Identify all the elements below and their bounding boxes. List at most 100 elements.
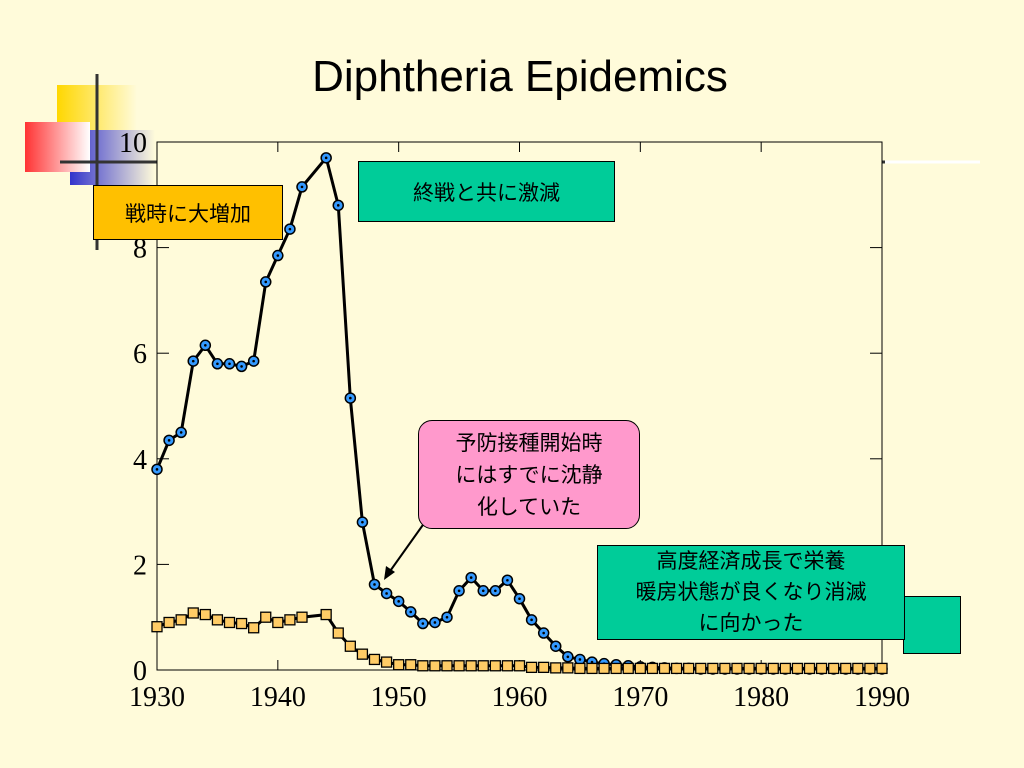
series-1-point-dot: [361, 520, 364, 524]
x-tick-label: 1940: [250, 682, 306, 713]
series-2-point: [477, 660, 489, 672]
x-tick-label: 1930: [129, 682, 185, 713]
series-2-point: [755, 662, 767, 675]
series-1-point-dot: [518, 597, 521, 601]
series-2-point: [417, 660, 429, 672]
series-2-point: [296, 611, 308, 623]
series-2-point: [380, 656, 393, 668]
series-2-point: [272, 616, 284, 629]
series-2-point: [501, 660, 514, 672]
series-2-point: [562, 662, 574, 674]
series-2-point: [284, 614, 296, 626]
series-2-point: [840, 662, 852, 675]
series-2-point: [574, 662, 586, 675]
series-1-point-dot: [445, 615, 449, 619]
callout-arrow: [384, 521, 426, 580]
series-1-point-dot: [288, 227, 292, 231]
series-2-point: [211, 614, 224, 626]
series-1-point-dot: [457, 589, 461, 593]
series-1-point-dot: [240, 365, 243, 368]
chart-axes: 1930 1940 1950 1960 1970 1980 1990 0 2 4 6 8 10: [119, 128, 910, 713]
series-2-point: [731, 662, 743, 675]
y-tick-label: 10: [119, 128, 147, 159]
series-1-point-dot: [542, 631, 545, 635]
series-2-point: [852, 662, 864, 675]
y-tick-label: 8: [133, 234, 147, 265]
series-2-point: [199, 608, 211, 621]
series-1-point-dot: [228, 362, 231, 366]
series-1-point-dot: [421, 622, 425, 625]
series-2-point: [260, 611, 272, 623]
series-2-point: [489, 660, 501, 672]
series-2-point: [441, 660, 453, 672]
page-title: Diphtheria Epidemics: [312, 52, 728, 101]
series-2-point: [670, 662, 683, 675]
series-2-point: [634, 662, 646, 675]
series-2-point: [779, 662, 791, 675]
series-2-point: [248, 622, 260, 634]
deco-red-square: [25, 122, 90, 172]
series-2-point: [187, 607, 199, 619]
callout-vaccination-line-1: 予防接種開始時: [455, 430, 603, 455]
series-1-point-dot: [324, 156, 328, 160]
x-tick-label: 1980: [733, 682, 789, 713]
series-2-point: [393, 659, 405, 671]
x-tick-label: 1970: [612, 682, 668, 713]
series-1-point-dot: [276, 254, 280, 257]
series-2-point: [598, 662, 610, 675]
series-1-point-dot: [469, 576, 473, 579]
series-1-point-dot: [336, 204, 340, 207]
callout-growth-tab: [903, 596, 961, 654]
series-2-point: [356, 648, 369, 660]
series-2-point: [815, 662, 828, 675]
series-1-point-dot: [566, 655, 570, 659]
series-1-point-dot: [167, 439, 171, 442]
series-1-point-dot: [216, 362, 219, 366]
series-1-point-dot: [554, 644, 558, 648]
series-2-point: [828, 662, 840, 675]
series-1-point-dot: [191, 359, 195, 363]
series-2-point: [550, 662, 562, 674]
series-2-point: [453, 660, 465, 672]
series-2-point: [707, 662, 719, 675]
x-tick-label: 1950: [371, 682, 427, 713]
series-1-point-dot: [494, 589, 497, 593]
series-1-point-dot: [481, 589, 485, 593]
x-tick-label: 1990: [854, 682, 910, 713]
series-2-point: [525, 661, 538, 674]
series-2-point: [175, 614, 187, 626]
series-1-point-dot: [590, 660, 594, 664]
series-2-point: [719, 662, 731, 675]
series-2-point: [586, 662, 598, 675]
callout-postwar-decrease: 終戦と共に激減: [358, 161, 615, 222]
series-2-point: [658, 662, 671, 675]
series-markers: [151, 152, 888, 675]
series-1-point-dot: [530, 618, 533, 622]
series-2-point: [465, 660, 477, 672]
series-2-point: [405, 659, 417, 671]
series-2-point: [622, 662, 634, 675]
series-2-point: [513, 660, 526, 672]
series-2-point: [223, 616, 236, 629]
series-2-point: [332, 627, 344, 639]
series-2-point: [429, 660, 441, 672]
series-2-point: [876, 662, 888, 675]
series-2-point: [163, 616, 175, 629]
series-1-point-dot: [433, 621, 437, 624]
series-2-point: [235, 617, 248, 630]
series-2-point: [803, 662, 816, 675]
series-1-point-dot: [578, 658, 582, 661]
series-2-point: [864, 662, 876, 675]
series-1-point-dot: [204, 343, 207, 347]
series-2-point: [767, 662, 779, 675]
y-tick-label: 4: [133, 445, 147, 476]
callout-economic-growth: 高度経済成長で栄養 暖房状態が良くなり消滅 に向かった: [597, 545, 905, 640]
series-1-point-dot: [349, 396, 352, 400]
y-tick-label: 2: [133, 550, 147, 581]
series-2-point: [320, 608, 332, 621]
series-1-point-dot: [252, 359, 255, 363]
series-1-point-dot: [300, 185, 304, 189]
series-1-point-dot: [264, 280, 268, 284]
series-2-point: [610, 662, 622, 675]
